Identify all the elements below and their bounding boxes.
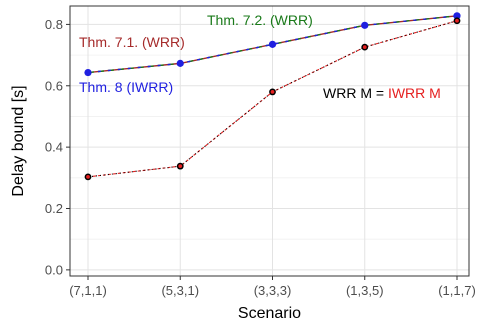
y-tick-label: 0.4 [45, 140, 63, 155]
point-thm8 [361, 21, 369, 29]
point-thm8 [176, 59, 184, 67]
annotation-measured: WRR M = IWRR M [323, 85, 441, 101]
point-iwrr-m [86, 174, 90, 179]
x-tick-label: (7,1,1) [69, 283, 107, 298]
series-points [84, 12, 461, 181]
x-tick-label: (3,3,3) [254, 283, 292, 298]
annotation-thm71: Thm. 7.1. (WRR) [79, 34, 185, 50]
annotation-thm8: Thm. 8 (IWRR) [79, 79, 173, 95]
y-axis-title: Delay bound [s] [10, 85, 27, 196]
x-tick-label: (1,1,7) [438, 283, 476, 298]
point-thm8 [268, 40, 277, 48]
annotation-iwrr-m: IWRR M [388, 85, 441, 101]
y-tick-label: 0.2 [45, 201, 63, 216]
x-tick-label: (5,3,1) [161, 283, 199, 298]
point-iwrr-m [455, 18, 459, 23]
plot-border [69, 5, 470, 277]
grid-major [70, 6, 469, 276]
plot-panel [70, 6, 469, 276]
x-axis-title: Scenario [238, 305, 301, 322]
grid-minor [70, 54, 469, 240]
point-iwrr-m [270, 90, 275, 94]
annotation-thm72: Thm. 7.2. (WRR) [207, 12, 313, 28]
line-thm8 [87, 15, 458, 74]
x-tick-label: (1,3,5) [346, 283, 384, 298]
annotation-wrr-m: WRR M = [323, 85, 388, 101]
point-thm8 [453, 12, 461, 20]
y-tick-label: 0.8 [45, 17, 63, 32]
y-tick-label: 0.6 [45, 78, 63, 93]
point-iwrr-m [362, 45, 367, 50]
point-thm8 [84, 68, 92, 77]
y-axis: 0.0 0.2 0.4 0.6 0.8 [45, 17, 70, 277]
y-tick-label: 0.0 [45, 262, 63, 277]
x-axis: (7,1,1) (5,3,1) (3,3,3) (1,3,5) (1,1,7) [69, 276, 476, 298]
point-iwrr-m [178, 164, 183, 169]
